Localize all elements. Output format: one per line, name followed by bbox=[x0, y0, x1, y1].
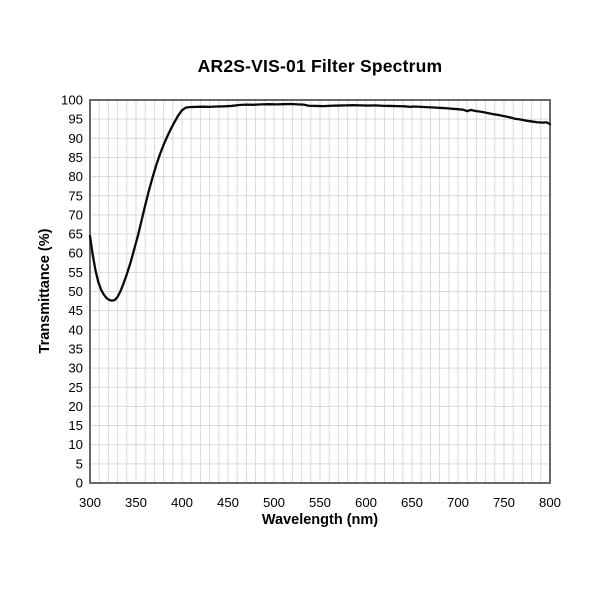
y-tick-label: 0 bbox=[76, 476, 83, 491]
plot-border bbox=[89, 99, 551, 484]
y-tick-label: 15 bbox=[68, 418, 83, 433]
y-tick-label: 35 bbox=[68, 341, 83, 356]
x-tick-label: 300 bbox=[79, 495, 101, 510]
chart-title: AR2S-VIS-01 Filter Spectrum bbox=[197, 56, 443, 76]
x-tick-label: 350 bbox=[125, 495, 147, 510]
y-tick-label: 70 bbox=[68, 207, 83, 222]
y-tick-label: 60 bbox=[68, 246, 83, 261]
y-tick-label: 40 bbox=[68, 322, 83, 337]
y-tick-label: 30 bbox=[68, 361, 83, 376]
y-tick-label: 85 bbox=[68, 150, 83, 165]
y-tick-label: 55 bbox=[68, 265, 83, 280]
y-tick-label: 90 bbox=[68, 131, 83, 146]
x-tick-label: 600 bbox=[355, 495, 377, 510]
y-tick-label: 95 bbox=[68, 112, 83, 127]
x-tick-label: 400 bbox=[171, 495, 193, 510]
y-tick-label: 45 bbox=[68, 303, 83, 318]
x-axis-label: Wavelength (nm) bbox=[261, 512, 379, 528]
spectrum-curve bbox=[88, 102, 552, 302]
x-tick-label: 700 bbox=[447, 495, 469, 510]
y-tick-label: 65 bbox=[68, 227, 83, 242]
y-tick-label: 100 bbox=[61, 93, 83, 108]
x-tick-label: 500 bbox=[263, 495, 285, 510]
y-tick-label: 80 bbox=[68, 169, 83, 184]
x-tick-label: 450 bbox=[217, 495, 239, 510]
x-tick-label: 800 bbox=[539, 495, 561, 510]
x-tick-label: 550 bbox=[309, 495, 331, 510]
y-tick-label: 75 bbox=[68, 188, 83, 203]
x-tick-label: 650 bbox=[401, 495, 423, 510]
y-tick-label: 25 bbox=[68, 380, 83, 395]
y-tick-label: 50 bbox=[68, 284, 83, 299]
y-tick-label: 10 bbox=[68, 437, 83, 452]
x-tick-label: 750 bbox=[493, 495, 515, 510]
y-tick-label: 5 bbox=[76, 456, 83, 471]
y-tick-label: 20 bbox=[68, 399, 83, 414]
